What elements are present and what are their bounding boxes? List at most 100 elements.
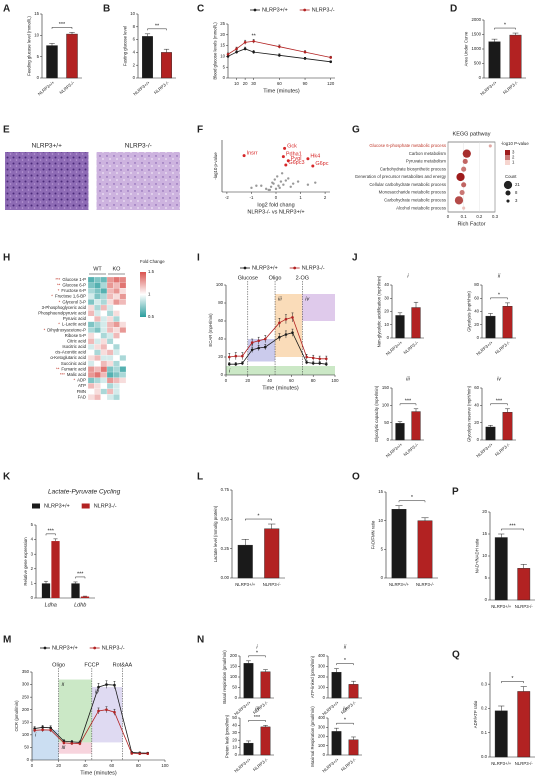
point bbox=[278, 45, 281, 48]
x-tick-label: NLRP3+/+ bbox=[132, 80, 151, 97]
point bbox=[105, 708, 108, 712]
heatmap-cell bbox=[87, 338, 95, 345]
row-label: Pyruvic acid bbox=[63, 316, 87, 321]
y-tick-label: 8 bbox=[133, 24, 136, 29]
row-label: cis-Aconitic acid bbox=[55, 350, 86, 355]
error-bar bbox=[498, 705, 505, 711]
row-label: ADP bbox=[77, 378, 86, 383]
y-tick-label: 100 bbox=[216, 282, 224, 287]
bar bbox=[391, 509, 407, 579]
y-tick-label: 100 bbox=[22, 732, 30, 737]
point bbox=[130, 752, 134, 755]
x-tick-label: 60 bbox=[289, 378, 294, 383]
y-tick-label: 20 bbox=[218, 354, 223, 359]
point bbox=[296, 180, 300, 183]
bar bbox=[264, 528, 280, 579]
panel-letter: C bbox=[197, 4, 204, 15]
error-bar bbox=[163, 48, 170, 53]
y-tick-label: 0.0 bbox=[481, 754, 488, 759]
heatmap-cell bbox=[119, 288, 127, 294]
bar bbox=[494, 710, 508, 758]
legend-tick-label: 1.5 bbox=[148, 269, 155, 274]
heatmap-cell bbox=[106, 276, 114, 283]
x-tick-label: NLRP3+/+ bbox=[479, 80, 498, 97]
error-bar bbox=[491, 38, 498, 42]
panel-letter: G bbox=[352, 125, 360, 136]
significance-bracket bbox=[490, 297, 508, 300]
panel-letter: I bbox=[197, 253, 200, 264]
row-significance: * bbox=[59, 299, 61, 304]
heatmap-cell bbox=[87, 371, 95, 378]
color-legend-swatch bbox=[505, 160, 510, 165]
y-tick-label: 40 bbox=[232, 723, 237, 728]
y-tick-label: 0 bbox=[381, 575, 384, 580]
injection-label: 2-OG bbox=[296, 275, 309, 281]
highlight-point bbox=[306, 157, 310, 161]
x-axis-label: Rich Factor bbox=[457, 221, 485, 227]
point bbox=[279, 180, 283, 183]
row-label: Succinic acid bbox=[61, 361, 87, 366]
size-legend-title: Count bbox=[505, 174, 517, 179]
heatmap-cell bbox=[87, 288, 95, 294]
bar bbox=[517, 568, 531, 601]
significance: *** bbox=[254, 715, 261, 721]
heatmap-cell bbox=[106, 388, 114, 395]
heatmap-cell bbox=[106, 349, 114, 356]
point bbox=[226, 55, 230, 58]
y-tick-label: 150 bbox=[22, 719, 30, 724]
error-bar bbox=[246, 740, 251, 744]
highlight-point bbox=[284, 163, 288, 167]
heatmap-cell bbox=[119, 276, 127, 283]
region-label: i bbox=[229, 368, 231, 374]
region bbox=[275, 294, 303, 357]
row-label: Ribose 5-P bbox=[65, 333, 86, 338]
x-tick-label: NLRP3+/+ bbox=[37, 80, 56, 97]
category-label: Glucose 6-phosphate metabolic process bbox=[369, 143, 446, 148]
annotation: ** bbox=[252, 33, 257, 39]
y-tick-label: 0.3 bbox=[481, 681, 488, 686]
heatmap-cell bbox=[113, 349, 120, 356]
panel-letter: O bbox=[352, 472, 360, 483]
point-label: Gck bbox=[287, 143, 297, 149]
heatmap-cell bbox=[94, 377, 101, 384]
x-tick-label: NLRP3-/- bbox=[153, 79, 170, 95]
heatmap-cell bbox=[113, 377, 120, 384]
heatmap-cell bbox=[94, 332, 101, 339]
heatmap-cell bbox=[119, 349, 127, 356]
legend-marker bbox=[303, 8, 307, 12]
y-tick-label: 0.2 bbox=[481, 706, 488, 711]
legend-label: NLRP3+/+ bbox=[44, 503, 70, 509]
y-tick-label: 10 bbox=[482, 553, 487, 558]
heatmap-cell bbox=[100, 304, 108, 311]
y-tick-label: 50 bbox=[24, 745, 29, 750]
series-line bbox=[34, 709, 148, 755]
heatmap-cell bbox=[113, 321, 120, 328]
significance: * bbox=[511, 676, 514, 682]
y-axis-label: Fasting glucose level bbox=[122, 26, 127, 66]
y-axis-label: ADP/ATP ratio bbox=[473, 700, 478, 728]
injection-label: Oligo bbox=[269, 275, 282, 281]
y-tick-label: 5 bbox=[31, 522, 34, 527]
heatmap-cell bbox=[119, 377, 127, 384]
heatmap-cell bbox=[113, 327, 120, 334]
point bbox=[97, 709, 100, 713]
dot bbox=[462, 149, 471, 158]
legend-marker bbox=[253, 8, 257, 12]
y-axis-label: -log10 p-value bbox=[213, 152, 218, 180]
heatmap-cell bbox=[119, 299, 127, 306]
y-tick-label: 0.00 bbox=[221, 575, 230, 580]
heatmap-cell bbox=[119, 316, 127, 322]
heatmap-cell bbox=[106, 394, 114, 401]
y-tick-label: 200 bbox=[318, 734, 326, 739]
y-tick-label: 0 bbox=[235, 752, 238, 757]
heatmap-cell bbox=[119, 293, 127, 300]
y-tick-label: 4 bbox=[31, 537, 34, 542]
error-bar bbox=[268, 523, 276, 529]
row-label: Citric acid bbox=[67, 338, 86, 343]
significance-bracket bbox=[494, 27, 516, 30]
point bbox=[226, 52, 230, 56]
point bbox=[234, 362, 238, 366]
region bbox=[58, 742, 92, 754]
x-axis-label: Time (minutes) bbox=[263, 88, 300, 94]
region-label: iv bbox=[95, 690, 100, 696]
